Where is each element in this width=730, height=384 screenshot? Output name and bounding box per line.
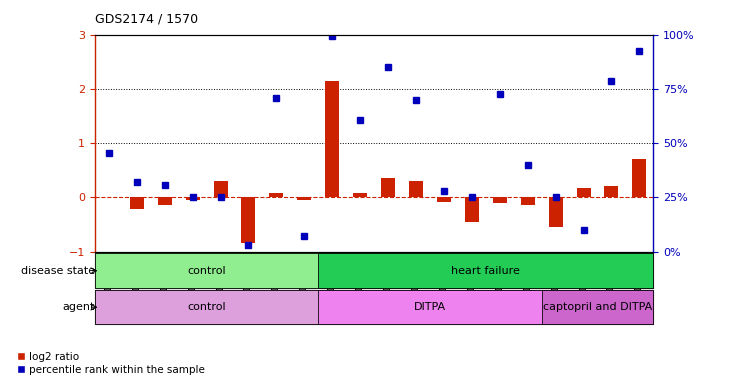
Bar — [242, 197, 256, 243]
Text: disease state: disease state — [20, 266, 95, 276]
Text: GDS2174 / 1570: GDS2174 / 1570 — [95, 13, 198, 26]
Bar — [326, 81, 339, 197]
Bar — [632, 159, 646, 197]
Bar — [318, 253, 653, 288]
Bar — [549, 197, 563, 227]
Text: control: control — [188, 266, 226, 276]
Text: control: control — [188, 302, 226, 312]
Bar — [353, 193, 367, 197]
Bar — [577, 187, 591, 197]
Bar — [158, 197, 172, 205]
Bar — [493, 197, 507, 203]
Bar — [542, 290, 653, 324]
Bar — [130, 197, 144, 209]
Bar — [381, 178, 395, 197]
Bar — [318, 290, 542, 324]
Bar — [297, 197, 311, 200]
Bar — [465, 197, 479, 222]
Bar — [409, 181, 423, 197]
Bar — [437, 197, 451, 202]
Text: DITPA: DITPA — [414, 302, 446, 312]
Text: agent: agent — [63, 302, 95, 312]
Text: captopril and DITPA: captopril and DITPA — [543, 302, 652, 312]
Legend: log2 ratio, percentile rank within the sample: log2 ratio, percentile rank within the s… — [12, 348, 210, 379]
Text: heart failure: heart failure — [451, 266, 520, 276]
Bar — [269, 193, 283, 197]
Bar — [95, 253, 318, 288]
Bar — [214, 181, 228, 197]
Bar — [95, 290, 318, 324]
Bar — [604, 187, 618, 197]
Bar — [185, 197, 199, 200]
Bar — [520, 197, 534, 205]
